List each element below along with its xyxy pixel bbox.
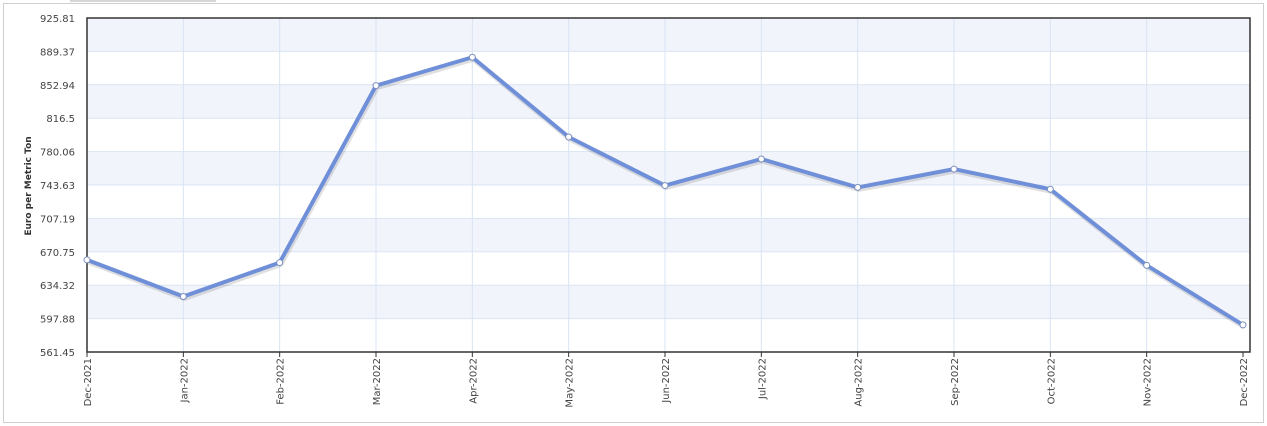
data-point[interactable]: [757, 155, 765, 163]
x-tick-label: Oct-2022: [1046, 358, 1057, 404]
x-tick-label: Dec-2022: [1239, 358, 1250, 406]
y-tick-label: 780.06: [40, 148, 75, 159]
x-axis-ticks: Dec-2021 Jan-2022 Feb-2022 Mar-2022 Apr-2022…: [83, 352, 1250, 408]
y-tick-label: 561.45: [40, 348, 75, 359]
plot-area-border: [86, 17, 1251, 353]
y-tick-label: 925.81: [40, 14, 75, 25]
data-point[interactable]: [83, 256, 91, 264]
data-point[interactable]: [179, 292, 187, 300]
y-tick-label: 889.37: [40, 47, 75, 58]
plot-bands: [87, 18, 1250, 319]
x-tick-label: May-2022: [565, 358, 576, 408]
data-point[interactable]: [468, 53, 476, 61]
data-point[interactable]: [950, 165, 958, 173]
plot-band: [87, 18, 1250, 52]
top-tab-indicator: [70, 0, 216, 2]
data-point[interactable]: [565, 133, 573, 141]
grid-lines: [87, 18, 1250, 352]
x-tick-label: Feb-2022: [276, 358, 287, 405]
y-tick-label: 816.5: [46, 114, 75, 125]
plot-band: [87, 285, 1250, 319]
y-axis-ticks: 925.81 889.37 852.94 816.5 780.06 743.63 707.1…: [40, 14, 75, 359]
y-tick-label: 743.63: [40, 181, 75, 192]
data-point[interactable]: [1143, 261, 1151, 269]
x-tick-label: Aug-2022: [854, 358, 865, 407]
y-tick-label: 597.88: [40, 315, 75, 326]
data-point[interactable]: [1046, 185, 1054, 193]
x-tick-label: Jan-2022: [179, 358, 190, 403]
y-tick-label: 670.75: [40, 248, 75, 259]
data-point[interactable]: [661, 182, 669, 190]
x-tick-label: Apr-2022: [468, 358, 479, 404]
y-tick-label: 634.32: [40, 281, 75, 292]
plot-band: [87, 151, 1250, 185]
y-tick-label: 707.19: [40, 214, 75, 225]
x-tick-label: Sep-2022: [950, 358, 961, 406]
x-tick-label: Jun-2022: [661, 358, 672, 404]
data-point[interactable]: [372, 82, 380, 90]
plot-band: [87, 84, 1250, 119]
x-tick-label: Nov-2022: [1143, 358, 1154, 406]
y-tick-label: 852.94: [40, 81, 75, 92]
x-tick-label: Dec-2021: [83, 358, 94, 406]
data-point[interactable]: [276, 259, 284, 267]
series-group: [83, 53, 1247, 330]
x-tick-label: Mar-2022: [372, 358, 383, 405]
y-axis-label: Euro per Metric Ton: [24, 136, 34, 235]
x-tick-label: Jul-2022: [757, 358, 768, 400]
chart-frame: [3, 3, 1264, 423]
data-point[interactable]: [1239, 321, 1247, 329]
data-point[interactable]: [854, 183, 862, 191]
plot-band: [87, 218, 1250, 252]
